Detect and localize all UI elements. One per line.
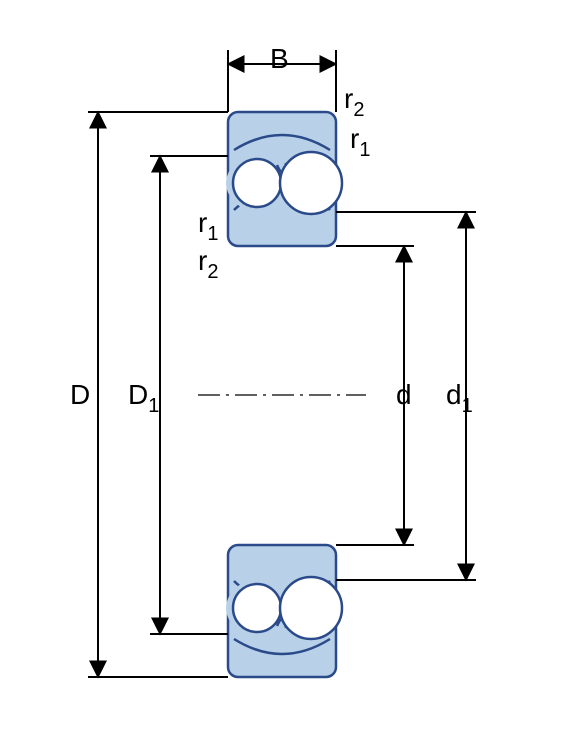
r1-top-label: r1 (350, 123, 370, 161)
r2-left-label: r2 (198, 245, 218, 283)
bearing-diagram: BDD1dd1r2r1r1r2 (0, 0, 579, 732)
r2-top-label: r2 (344, 83, 364, 121)
dim-d-label: d (396, 379, 412, 410)
dim-D-label: D (70, 379, 90, 410)
dim-D1-label: D1 (128, 379, 159, 417)
diagram-svg: BDD1dd1r2r1r1r2 (0, 0, 579, 732)
dim-b-label: B (270, 43, 289, 74)
dim-d1-label: d1 (446, 379, 473, 417)
r1-left-label: r1 (198, 207, 218, 245)
